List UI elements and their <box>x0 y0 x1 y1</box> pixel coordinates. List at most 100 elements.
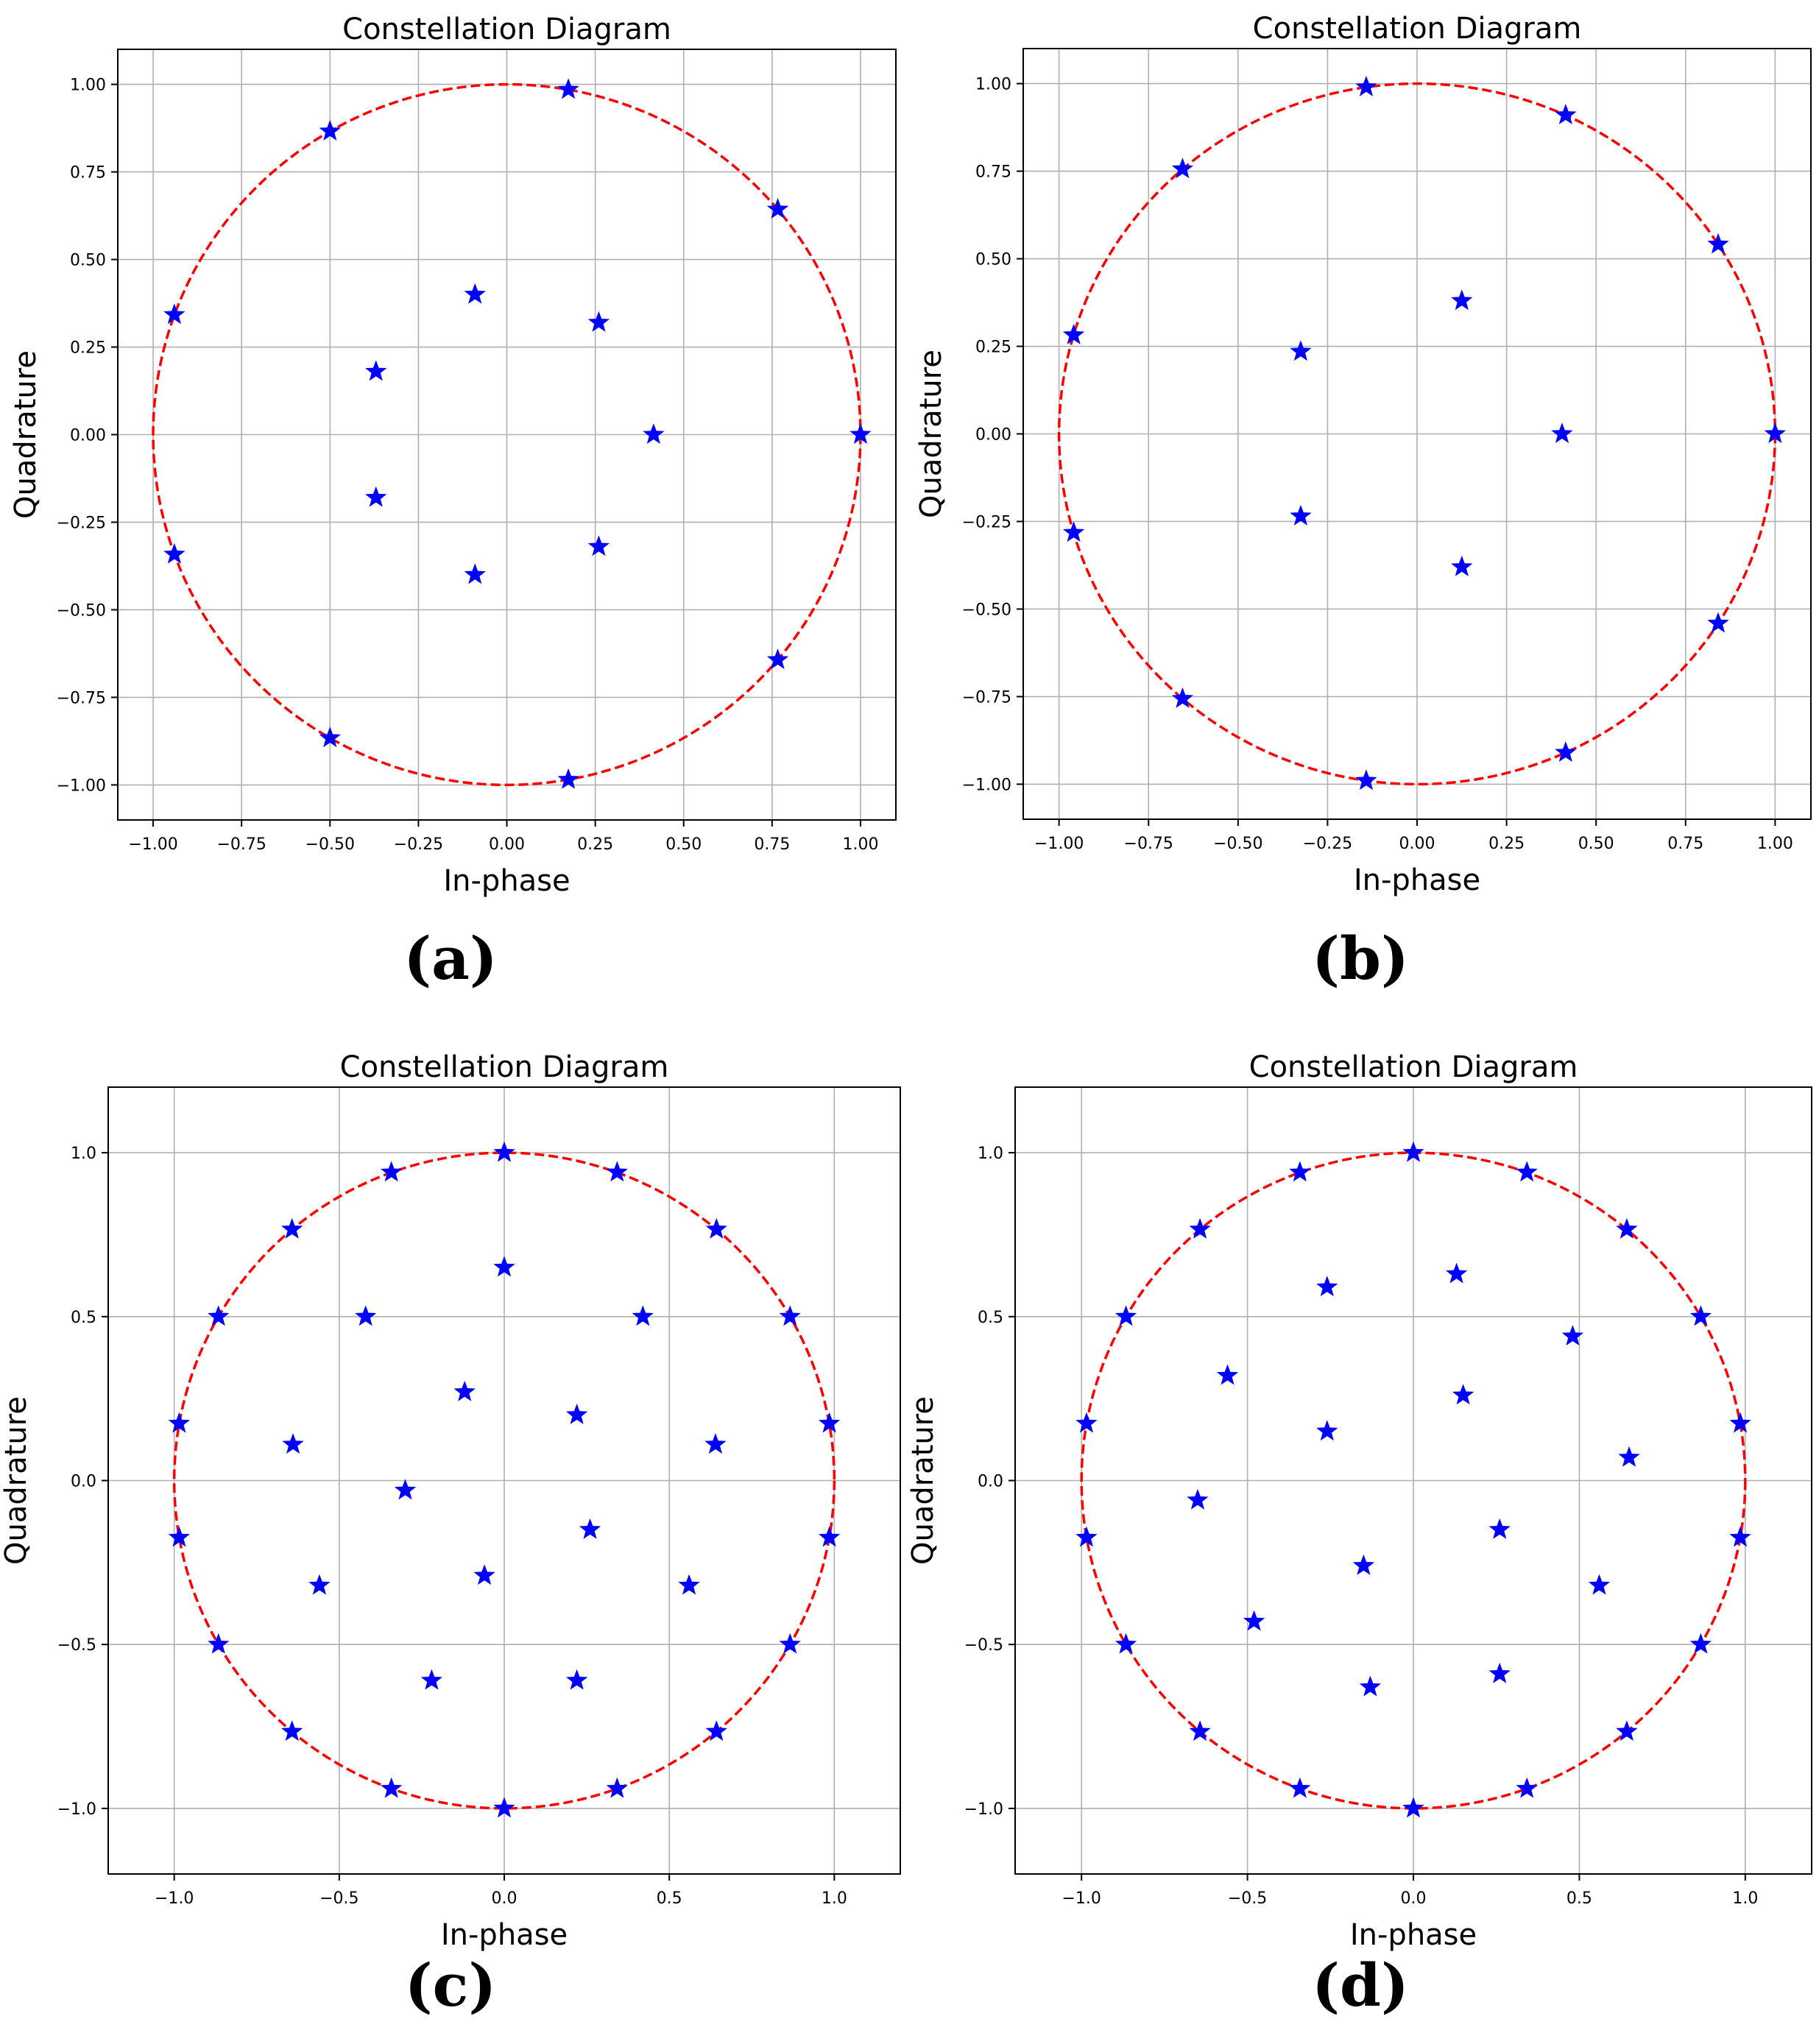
data-point-star <box>850 423 872 444</box>
y-tick-label: 0.5 <box>978 1309 1003 1327</box>
y-tick-label: −0.75 <box>57 689 106 707</box>
data-point-star <box>705 1217 727 1239</box>
data-point-star <box>1516 1161 1538 1182</box>
y-tick-label: 1.00 <box>70 77 106 95</box>
y-axis-label: Quadrature <box>0 1396 33 1565</box>
x-tick-label: −0.25 <box>394 835 443 854</box>
data-point-star <box>1189 1217 1211 1239</box>
data-point-star <box>1451 289 1473 311</box>
x-tick-label: 0.5 <box>657 1889 682 1908</box>
data-point-star <box>1616 1217 1638 1239</box>
data-point-star <box>1075 1412 1098 1433</box>
chart-panel-a: −1.00 −0.75 −0.50 −0.25 0.00 0.25 0.50 0.75 1.00… <box>0 0 910 1022</box>
x-tick-label: 1.0 <box>1732 1889 1758 1908</box>
panel-label-b: (b) <box>1312 924 1409 993</box>
chart-panel-b: −1.00 −0.75 −0.50 −0.25 0.00 0.25 0.50 0.75 1.00… <box>910 0 1819 1022</box>
data-point-star <box>365 486 387 507</box>
x-tick-label: 1.00 <box>1757 835 1793 853</box>
data-point-star <box>420 1669 443 1690</box>
unit-circle <box>172 1151 836 1810</box>
data-point-star <box>587 535 610 556</box>
y-tick-label: 1.0 <box>978 1145 1003 1163</box>
y-tick-label: −0.5 <box>57 1636 96 1655</box>
chart-title: Constellation Diagram <box>340 1050 669 1084</box>
data-point-star <box>1555 741 1577 763</box>
data-point-star <box>168 1526 191 1547</box>
data-point-star <box>1171 158 1194 179</box>
data-point-star <box>168 1412 191 1433</box>
panel-label-d: (d) <box>1312 1951 1409 2020</box>
y-tick-label: 0.75 <box>975 163 1011 182</box>
x-tick-label: 0.5 <box>1567 1889 1592 1908</box>
y-tick-label: −1.00 <box>962 776 1011 794</box>
y-tick-label: 0.50 <box>70 252 106 270</box>
y-tick-label: −1.0 <box>964 1800 1003 1819</box>
y-tick-label: −0.5 <box>964 1636 1003 1655</box>
y-tick-label: 0.00 <box>975 426 1011 445</box>
data-point-star <box>308 1574 331 1595</box>
data-point-star <box>1062 521 1085 542</box>
x-tick-label: 0.0 <box>1401 1889 1427 1908</box>
chart-title: Constellation Diagram <box>1249 1050 1578 1084</box>
data-point-star <box>1616 1720 1638 1741</box>
data-point-star <box>766 198 789 219</box>
data-point-star <box>365 360 387 381</box>
data-point-star <box>1402 1141 1424 1162</box>
data-point-star <box>381 1777 403 1798</box>
panel-label-c: (c) <box>404 1951 497 2020</box>
data-point-star <box>579 1518 601 1539</box>
x-axis-label: In-phase <box>441 1918 568 1952</box>
data-point-star <box>1115 1305 1137 1326</box>
x-tick-label: 0.75 <box>754 835 790 854</box>
constellation-chart-c: −1.0 −0.5 0.0 0.5 1.0 −1.0 −0.5 0.0 0.5 1.0 Conste… <box>0 1050 901 1952</box>
data-point-star <box>1316 1420 1338 1441</box>
x-tick-label: −0.75 <box>1124 835 1173 853</box>
x-tick-label: 1.00 <box>842 835 878 854</box>
y-tick-label: −0.75 <box>962 688 1011 707</box>
chart-title: Constellation Diagram <box>342 13 671 46</box>
x-tick-label: −1.0 <box>155 1889 194 1908</box>
data-point-star <box>1171 687 1194 708</box>
data-point-star <box>1488 1518 1511 1539</box>
data-point-star <box>1588 1574 1611 1595</box>
y-tick-label: −1.00 <box>57 777 106 795</box>
data-point-star <box>565 1403 588 1424</box>
x-tick-label: 0.25 <box>1488 835 1525 853</box>
x-tick-label: 0.50 <box>665 835 702 854</box>
data-point-star <box>1555 103 1577 124</box>
constellation-chart-a: −1.00 −0.75 −0.50 −0.25 0.00 0.25 0.50 0.75 1.00… <box>9 13 897 898</box>
data-point-star <box>281 1217 303 1239</box>
y-tick-label: 1.00 <box>975 76 1011 94</box>
data-point-star <box>1359 1675 1382 1697</box>
data-point-star <box>557 768 579 789</box>
y-axis-label: Quadrature <box>914 350 948 518</box>
data-point-star <box>1764 422 1787 443</box>
data-point-star <box>1355 769 1377 791</box>
data-point-star <box>818 1412 841 1433</box>
data-point-star <box>779 1633 801 1654</box>
x-axis-label: In-phase <box>1354 863 1480 897</box>
data-point-star <box>1075 1526 1098 1547</box>
data-point-star <box>163 303 186 325</box>
data-point-star <box>1452 1384 1474 1405</box>
x-tick-label: 0.25 <box>577 835 613 854</box>
y-tick-label: 0.0 <box>71 1473 96 1491</box>
data-point-star <box>606 1777 628 1798</box>
data-point-star <box>319 726 341 748</box>
data-point-star <box>1445 1262 1468 1284</box>
data-point-star <box>208 1305 230 1326</box>
data-point-star <box>557 78 579 99</box>
data-point-star <box>1216 1364 1239 1385</box>
y-tick-label: 0.25 <box>70 339 106 358</box>
data-point-star <box>779 1305 801 1326</box>
x-tick-label: 0.50 <box>1578 835 1614 853</box>
chart-panel-c: −1.0 −0.5 0.0 0.5 1.0 −1.0 −0.5 0.0 0.5 1.0 Conste… <box>0 1030 910 2044</box>
data-point-star <box>394 1479 417 1500</box>
data-point-star <box>1243 1610 1265 1631</box>
x-tick-label: −1.0 <box>1062 1889 1101 1908</box>
data-point-star <box>1561 1325 1584 1345</box>
chart-title: Constellation Diagram <box>1253 12 1582 46</box>
constellation-chart-d: −1.0 −0.5 0.0 0.5 1.0 −1.0 −0.5 0.0 0.5 1.0 Conste… <box>906 1050 1812 1952</box>
y-tick-label: −0.50 <box>57 601 106 620</box>
data-point-star <box>1729 1412 1751 1433</box>
